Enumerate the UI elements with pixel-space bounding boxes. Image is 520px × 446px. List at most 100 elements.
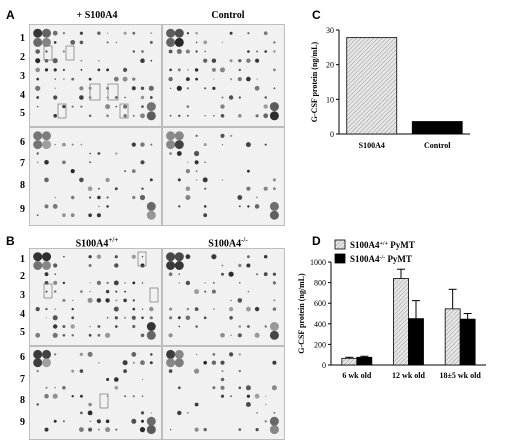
row-label-b-1: 1 [20, 254, 25, 265]
array-spot [139, 427, 146, 433]
array-spot [79, 40, 84, 45]
array-spot [53, 114, 57, 118]
array-spot [194, 289, 200, 295]
array-spot [237, 77, 242, 82]
array-spot [168, 333, 173, 338]
array-spot [53, 68, 57, 72]
array-spot [149, 361, 153, 365]
array-spot [131, 315, 136, 320]
array-spot [272, 360, 277, 365]
array-spot [169, 114, 172, 117]
array-spot [88, 114, 92, 118]
array-spot [98, 187, 100, 190]
array-spot [87, 297, 93, 303]
array-spot [177, 178, 181, 182]
array-spot [62, 142, 66, 147]
array-spot [132, 31, 136, 35]
array-spot [71, 195, 75, 200]
chart-d-bar [444, 308, 461, 366]
array-spot [221, 264, 224, 267]
array-spot [97, 152, 101, 155]
highlight-box [137, 251, 147, 267]
array-spot [211, 360, 217, 365]
array-spot [238, 59, 242, 63]
array-spot [238, 263, 242, 268]
array-spot [141, 308, 144, 310]
array-spot [185, 195, 191, 200]
array-spot [72, 299, 74, 302]
array-spot [273, 187, 276, 191]
array-spot [246, 76, 251, 82]
array-spot [36, 369, 39, 373]
array-spot [33, 131, 43, 141]
array-spot [131, 418, 137, 424]
array-spot [269, 416, 279, 426]
chart-d-ytick-label: 0 [322, 361, 326, 370]
array-spot [273, 299, 276, 302]
array-spot [166, 131, 176, 141]
array-spot [269, 322, 279, 331]
array-spot [115, 152, 118, 155]
array-spot [221, 370, 224, 373]
array-spot [96, 419, 101, 424]
array-spot [35, 49, 40, 54]
array-spot [53, 324, 58, 329]
panel-d-letter: D [312, 234, 321, 248]
array-spot [140, 113, 145, 119]
array-spot [247, 32, 250, 35]
array-spot [246, 186, 251, 191]
array-spot [204, 115, 206, 117]
array-spot [42, 131, 51, 141]
array-spot [166, 358, 176, 368]
array-spot [220, 333, 225, 338]
array-spot [115, 299, 118, 302]
array-spot [140, 142, 145, 147]
panel-a-title-control: Control [211, 10, 245, 21]
panel-b-letter: B [6, 234, 15, 248]
array-spot [62, 325, 66, 328]
array-spot [54, 308, 56, 310]
array-spot [178, 282, 180, 284]
array-spot [106, 196, 109, 199]
array-spot [88, 213, 92, 217]
array-spot [149, 306, 154, 312]
array-spot [44, 177, 49, 183]
array-spot [98, 60, 100, 62]
array-spot [204, 161, 207, 164]
array-spot [45, 317, 48, 319]
array-spot [211, 289, 216, 294]
array-spot [79, 177, 84, 183]
array-spot [247, 255, 250, 259]
array-spot [45, 50, 48, 53]
array-spot [273, 41, 276, 44]
array-spot [168, 76, 173, 82]
array-spot [146, 201, 156, 211]
array-spot [228, 95, 234, 100]
array-spot [88, 402, 92, 407]
chart-d-legend-swatch [334, 253, 346, 264]
array-spot [52, 393, 58, 399]
array-spot [97, 68, 101, 72]
array-spot [195, 41, 198, 44]
array-spot [174, 252, 184, 262]
array-spot [177, 386, 181, 390]
array-spot [146, 416, 156, 426]
array-spot [89, 152, 91, 155]
array-spot [141, 419, 144, 423]
highlight-box [89, 83, 101, 101]
array-spot [52, 30, 58, 36]
array-spot [36, 214, 39, 217]
array-spot [174, 358, 184, 368]
panel-b-title-wildtype: S100A4+/+ [75, 236, 119, 250]
array-spot [264, 420, 267, 423]
array-spot [132, 395, 135, 398]
array-spot [88, 333, 92, 337]
array-spot [124, 316, 127, 319]
array-spot [202, 177, 208, 183]
array-spot [263, 113, 269, 119]
array-spot [148, 85, 154, 91]
array-spot [273, 50, 276, 53]
array-spot [149, 178, 153, 182]
array-spot [105, 298, 110, 303]
array-spot [114, 377, 119, 382]
